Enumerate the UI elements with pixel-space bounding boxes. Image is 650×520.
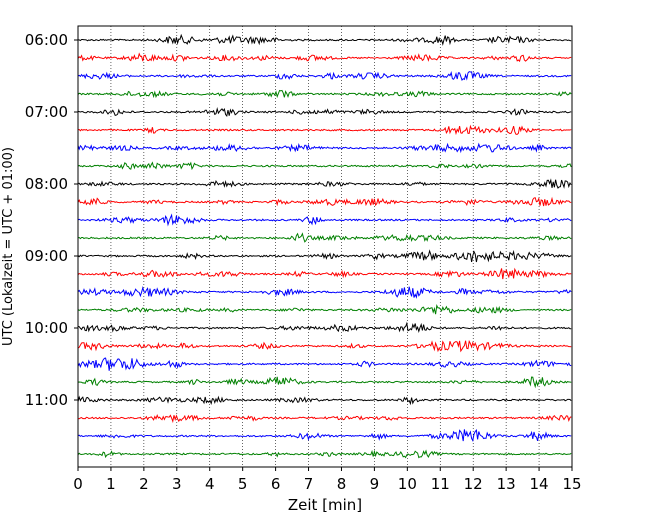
x-tick-label: 11 <box>431 475 450 493</box>
y-tick-label: 07:00 <box>25 103 68 121</box>
seismogram-trace <box>77 196 572 207</box>
seismogram-trace <box>77 321 572 333</box>
seismogram-traces <box>77 33 572 459</box>
x-tick-label: 6 <box>271 475 281 493</box>
seismogram-trace <box>77 178 572 189</box>
plot-frame <box>77 25 573 468</box>
seismogram-trace <box>77 285 572 299</box>
seismogram-trace <box>77 33 572 46</box>
x-tick-label: 10 <box>398 475 417 493</box>
y-tick-label: 09:00 <box>25 247 68 265</box>
x-tick-label: 9 <box>370 475 380 493</box>
seismogram-trace <box>77 89 572 99</box>
x-axis: 0 1 2 3 4 5 6 7 8 9 10 11 12 13 14 15 <box>73 467 582 493</box>
vertical-gridlines <box>110 26 540 467</box>
seismogram-trace <box>77 249 572 263</box>
x-tick-label: 7 <box>304 475 314 493</box>
seismogram-trace <box>77 232 572 243</box>
seismogram-trace <box>77 449 572 459</box>
seismogram-trace <box>77 376 572 389</box>
seismogram-trace <box>77 429 572 442</box>
y-axis-label: UTC (Lokalzeit = UTC + 01:00) <box>1 147 16 346</box>
seismogram-trace <box>77 267 572 280</box>
x-tick-label: 14 <box>530 475 549 493</box>
x-tick-label: 8 <box>337 475 347 493</box>
seismogram-trace <box>77 339 572 353</box>
x-tick-label: 3 <box>172 475 182 493</box>
x-axis-label: Zeit [min] <box>288 496 362 514</box>
seismogram-trace <box>77 357 572 371</box>
y-tick-label: 06:00 <box>25 31 68 49</box>
seismogram-trace <box>77 414 572 424</box>
seismogram-trace <box>77 161 572 171</box>
x-tick-label: 5 <box>238 475 248 493</box>
seismogram-trace <box>77 124 572 136</box>
x-tick-label: 15 <box>562 475 581 493</box>
seismogram-trace <box>77 213 572 227</box>
x-tick-label: 13 <box>497 475 516 493</box>
x-tick-label: 4 <box>205 475 215 493</box>
x-tick-label: 2 <box>139 475 149 493</box>
y-tick-label: 10:00 <box>25 319 68 337</box>
seismogram-trace <box>77 395 572 406</box>
seismogram-trace <box>77 71 572 82</box>
y-tick-label: 11:00 <box>25 391 68 409</box>
y-tick-label: 08:00 <box>25 175 68 193</box>
y-axis: 06:00 07:00 08:00 09:00 10:00 11:00 <box>25 31 78 409</box>
x-tick-label: 1 <box>106 475 116 493</box>
seismogram-trace <box>77 142 572 154</box>
seismogram-trace <box>77 52 572 63</box>
x-tick-label: 12 <box>464 475 483 493</box>
seismogram-trace <box>77 106 572 118</box>
seismogram-trace <box>77 304 572 315</box>
x-tick-label: 0 <box>73 475 83 493</box>
